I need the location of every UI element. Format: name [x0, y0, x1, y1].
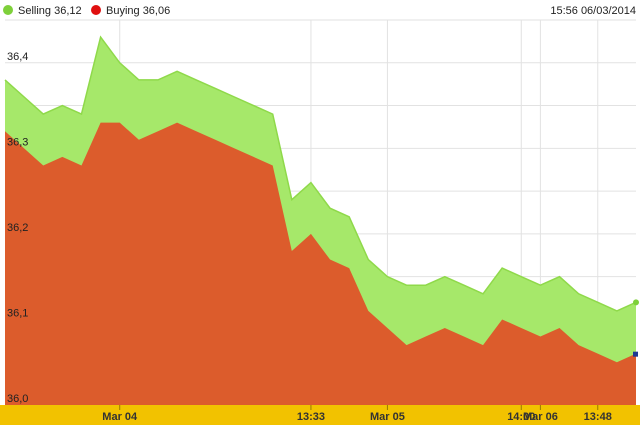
y-tick-label: 36,1 — [7, 307, 28, 319]
x-tick-label: Mar 05 — [370, 411, 405, 423]
y-tick-label: 36,0 — [7, 393, 28, 405]
buying-legend-label: Buying 36,06 — [106, 5, 170, 17]
x-tick-label: Mar 04 — [102, 411, 138, 423]
x-tick-label: Mar 06 — [523, 411, 558, 423]
selling-line — [4, 35, 637, 312]
areas — [4, 35, 639, 406]
buying-end-marker — [633, 351, 638, 357]
x-tick-label: 13:48 — [584, 411, 612, 423]
buying-legend-dot — [91, 5, 101, 15]
y-tick-label: 36,3 — [7, 136, 28, 148]
y-tick-label: 36,2 — [7, 222, 28, 234]
y-tick-label: 36,4 — [7, 51, 28, 63]
x-tick-label: 14:00 — [507, 411, 535, 423]
x-axis-band — [0, 405, 640, 425]
selling-end-marker — [633, 299, 639, 306]
y-axis: 36,0 36,1 36,2 36,3 36,4 — [7, 51, 28, 405]
x-tick-label: 13:33 — [297, 411, 325, 423]
buying-area — [5, 122, 636, 406]
selling-legend-label: Selling 36,12 — [18, 5, 82, 17]
selling-legend-dot — [3, 5, 13, 15]
legend: Selling 36,12 Buying 36,06 15:56 06/03/2… — [3, 5, 636, 17]
timestamp: 15:56 06/03/2014 — [550, 5, 636, 17]
